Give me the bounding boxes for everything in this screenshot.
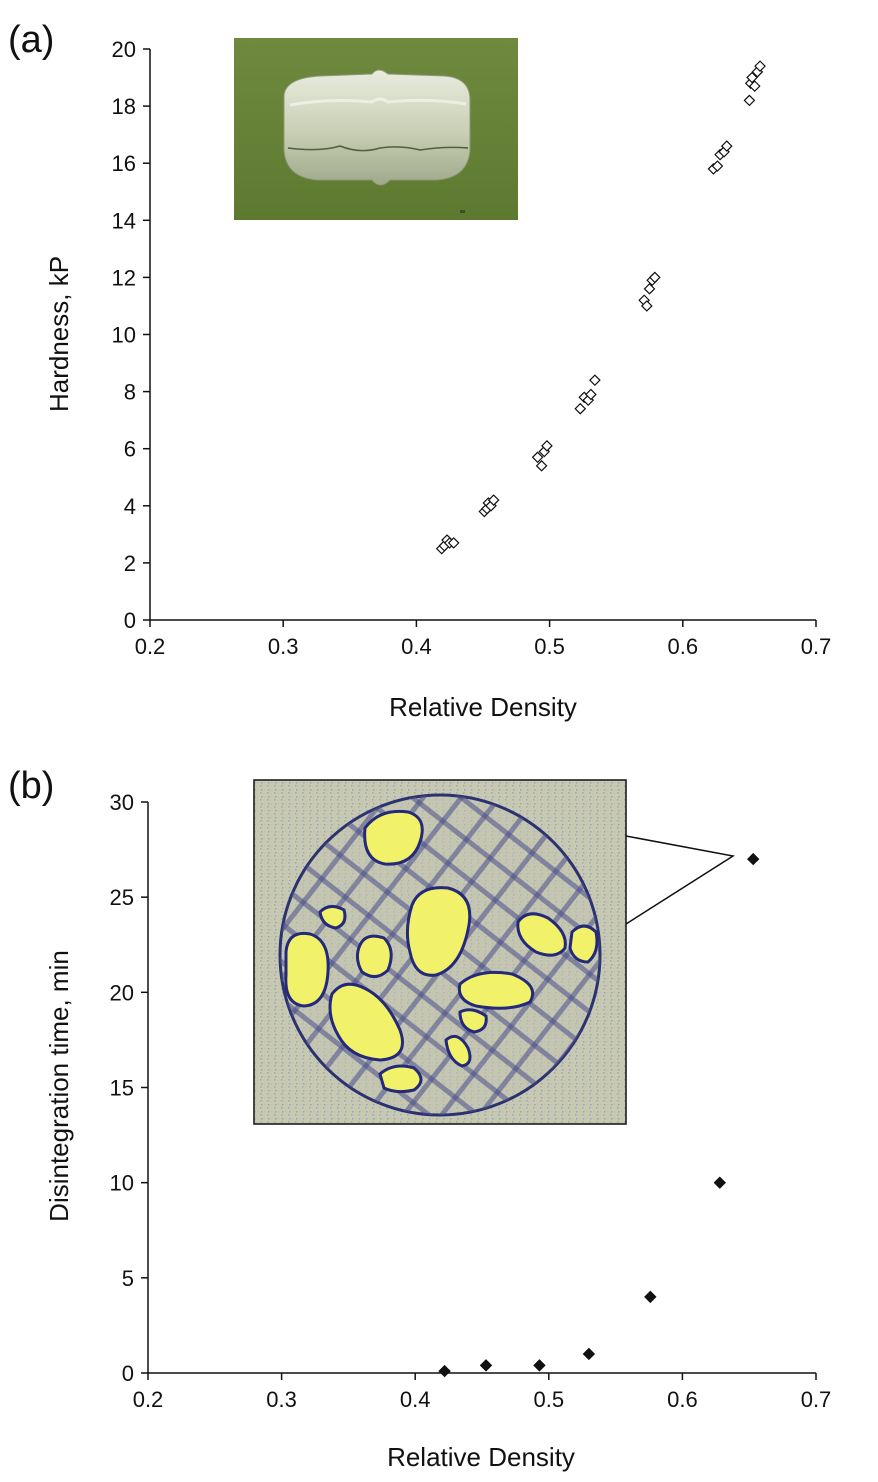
data-points-b <box>438 852 760 1378</box>
y-tick-label: 20 <box>112 37 136 62</box>
data-point <box>479 1359 493 1372</box>
panel-b-label: (b) <box>8 765 54 807</box>
x-tick-label: 0.6 <box>667 1387 698 1412</box>
data-point <box>531 451 544 464</box>
data-point <box>589 374 601 387</box>
data-point <box>713 1176 727 1189</box>
data-point <box>747 852 760 866</box>
disintegration-mesh-inset <box>253 779 627 1125</box>
tablet-photo-inset <box>234 38 518 220</box>
data-point <box>643 282 656 295</box>
y-tick-label: 8 <box>124 380 136 405</box>
y-tick-label: 14 <box>112 208 136 233</box>
y-tick-label: 30 <box>110 790 134 815</box>
y-tick-label: 5 <box>122 1266 134 1291</box>
x-tick-label: 0.4 <box>400 1387 431 1412</box>
panel-a-label: (a) <box>8 19 54 61</box>
x-axis-label-b: Relative Density <box>387 1442 575 1472</box>
data-point <box>487 494 500 506</box>
data-point <box>640 300 653 312</box>
data-point <box>533 1359 546 1372</box>
y-axis-label-b: Disintegration time, min <box>44 950 74 1222</box>
x-tick-label: 0.7 <box>801 1387 832 1412</box>
y-tick-label: 4 <box>124 494 136 519</box>
data-point <box>644 1290 657 1304</box>
data-point <box>585 388 597 401</box>
data-point <box>754 60 766 72</box>
y-tick-label: 2 <box>124 551 136 576</box>
panel-a: (a) 0.2 0.3 0.4 0.5 0.6 0.702468101214161820 … <box>8 19 831 722</box>
x-tick-label: 0.3 <box>268 634 299 659</box>
data-point <box>582 1347 596 1361</box>
data-point <box>720 140 733 152</box>
x-tick-label: 0.5 <box>534 634 565 659</box>
data-point <box>447 537 460 549</box>
inset-callout-lines <box>625 835 736 925</box>
y-tick-label: 16 <box>112 151 136 176</box>
y-tick-label: 12 <box>112 265 136 290</box>
y-tick-label: 0 <box>122 1361 134 1386</box>
x-tick-label: 0.2 <box>133 1387 164 1412</box>
y-tick-label: 0 <box>124 608 136 633</box>
y-tick-label: 15 <box>110 1076 134 1101</box>
y-tick-label: 20 <box>110 980 134 1005</box>
x-tick-label: 0.4 <box>401 634 432 659</box>
data-point <box>748 80 761 92</box>
x-tick-label: 0.3 <box>266 1387 297 1412</box>
y-tick-label: 10 <box>112 323 136 348</box>
y-tick-label: 25 <box>110 885 134 910</box>
data-points-a <box>435 60 766 555</box>
data-point <box>574 402 587 415</box>
data-point <box>743 94 756 107</box>
data-point <box>711 160 724 172</box>
x-tick-label: 0.6 <box>668 634 699 659</box>
data-point <box>541 439 553 452</box>
y-axis-label-a: Hardness, kP <box>44 256 74 412</box>
data-point <box>746 71 758 84</box>
x-tick-label: 0.5 <box>534 1387 565 1412</box>
x-tick-label: 0.2 <box>135 634 166 659</box>
data-point <box>648 271 661 284</box>
y-tick-label: 6 <box>124 437 136 462</box>
y-tick-label: 10 <box>110 1171 134 1196</box>
x-tick-label: 0.7 <box>801 634 832 659</box>
data-point <box>535 459 548 472</box>
axes-b: 0.2 0.3 0.4 0.5 0.6 0.7 0 5 10 15 20 25 30 <box>110 790 832 1412</box>
y-tick-label: 18 <box>112 94 136 119</box>
axes-a: 0.2 0.3 0.4 0.5 0.6 0.7 0 2 4 6 8 10 12 14 16 18 20 <box>112 37 832 659</box>
data-point <box>438 1364 451 1378</box>
x-axis-label-a: Relative Density <box>389 692 577 722</box>
